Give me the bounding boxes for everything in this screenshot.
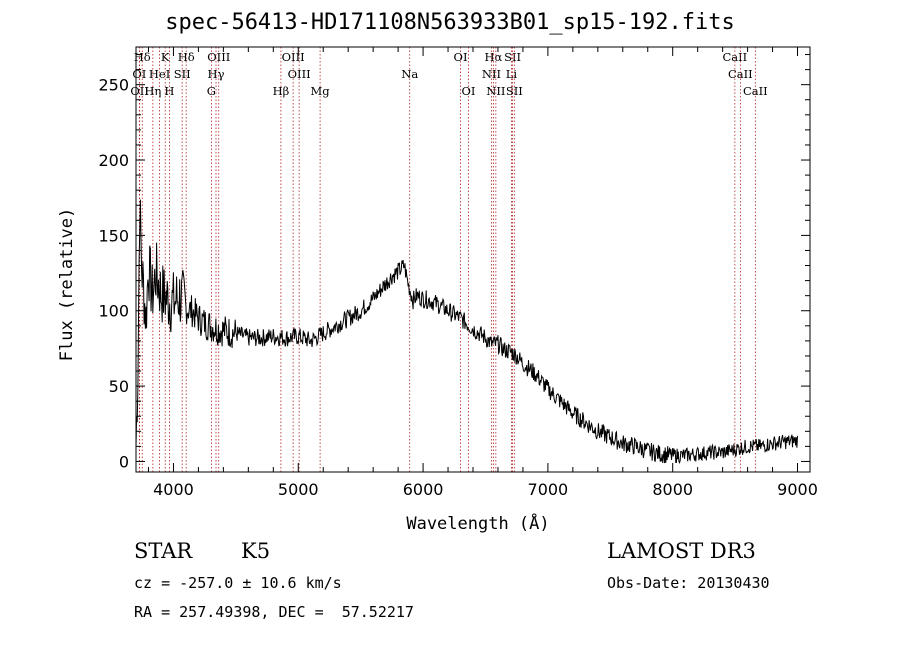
y-tick-label: 0 [119, 452, 129, 471]
line-label: OIII [207, 50, 230, 64]
line-label: Mg [311, 84, 331, 98]
observation-date: Obs-Date: 20130430 [607, 574, 770, 592]
line-label: Hβ [273, 84, 290, 98]
x-tick-label: 9000 [777, 480, 818, 499]
y-axis-label: Flux (relative) [57, 208, 77, 362]
spectral-subclass: K5 [241, 539, 271, 563]
y-tick-label: 150 [98, 226, 129, 245]
line-label: OIII [282, 50, 305, 64]
line-label: CaII [722, 50, 747, 64]
line-label: Hη [144, 84, 161, 98]
x-axis-label: Wavelength (Å) [406, 512, 549, 534]
x-tick-label: 5000 [278, 480, 319, 499]
line-label: Hα [484, 50, 502, 64]
coordinates: RA = 257.49398, DEC = 57.52217 [134, 603, 414, 621]
y-tick-label: 250 [98, 76, 129, 95]
object-type: STAR [134, 539, 193, 563]
line-label: NII [486, 84, 505, 98]
x-tick-label: 8000 [652, 480, 693, 499]
flux-series-line [135, 199, 798, 465]
line-label: NII [482, 67, 501, 81]
line-label: Hδ [134, 50, 151, 64]
line-label: G [207, 84, 216, 98]
line-label: CaII [728, 67, 753, 81]
line-label: OII [130, 84, 149, 98]
x-tick-label: 7000 [528, 480, 569, 499]
line-label: K [161, 50, 170, 64]
x-tick-label: 4000 [153, 480, 194, 499]
survey-name: LAMOST DR3 [607, 539, 756, 563]
line-label: HeI [149, 67, 170, 81]
line-label: OI [454, 50, 468, 64]
line-label: Hγ [208, 67, 225, 81]
y-tick-label: 200 [98, 151, 129, 170]
plot-frame [135, 46, 811, 473]
x-tick-label: 6000 [403, 480, 444, 499]
chart-title: spec-56413-HD171108N563933B01_sp15-192.f… [165, 10, 735, 35]
line-label: Li [506, 67, 518, 81]
line-label: SII [506, 84, 523, 98]
line-label: SII [504, 50, 521, 64]
line-label: SII [174, 67, 191, 81]
redshift-cz: cz = -257.0 ± 10.6 km/s [134, 574, 342, 592]
line-label: H [164, 84, 174, 98]
y-tick-label: 50 [109, 377, 129, 396]
line-label: OIII [288, 67, 311, 81]
line-label: OI [462, 84, 476, 98]
line-label: CaII [743, 84, 768, 98]
line-label: Hδ [178, 50, 195, 64]
y-tick-label: 100 [98, 302, 129, 321]
line-label: Na [401, 67, 418, 81]
